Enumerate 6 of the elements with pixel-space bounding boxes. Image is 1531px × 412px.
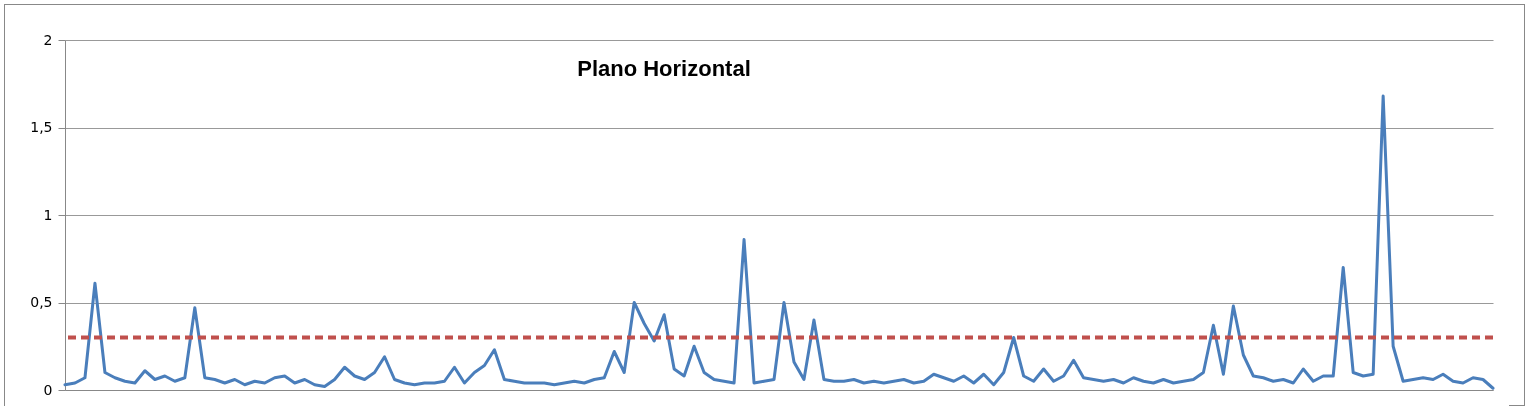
y-tick-label: 1 [43,206,53,223]
y-tick-label: 0,5 [30,294,53,310]
text: Plano Horizontal [577,56,751,81]
y-tick-label: 0 [43,381,53,398]
y-tick-label: 1,5 [30,119,53,135]
y-tick-label: 2 [43,31,53,48]
